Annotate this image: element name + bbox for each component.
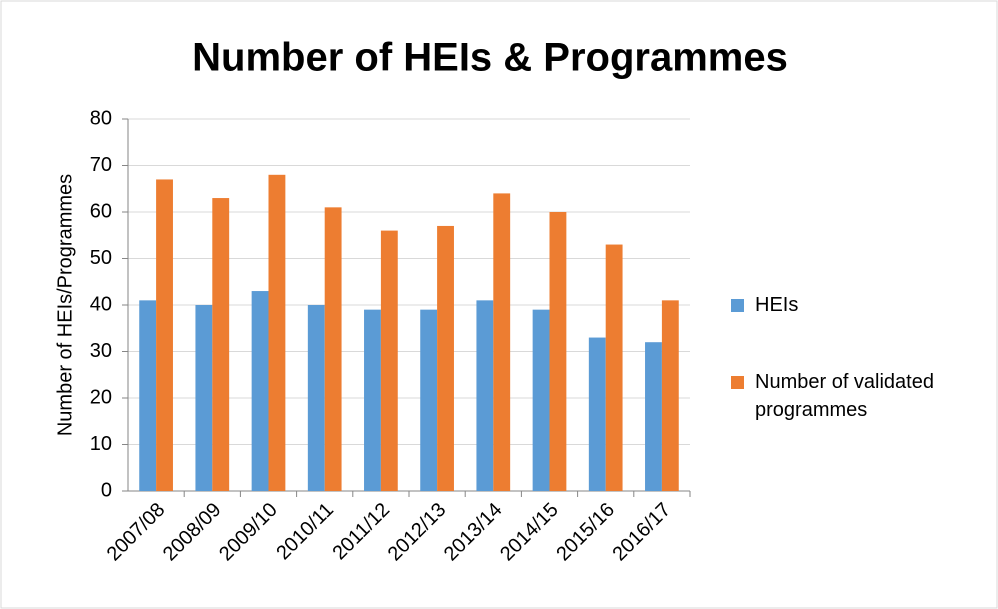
y-tick-label: 60 (90, 200, 112, 222)
bar (661, 300, 679, 491)
bar (139, 300, 157, 491)
bar (324, 207, 342, 491)
bar (268, 174, 286, 492)
y-axis-label: Number of HEIs/Programmes (54, 174, 76, 436)
bar (493, 193, 511, 491)
bar (212, 198, 230, 492)
bar (156, 179, 173, 491)
bar (549, 212, 567, 491)
bar (251, 291, 269, 491)
bar (420, 309, 438, 491)
bar (307, 305, 325, 491)
bar (364, 309, 381, 491)
y-tick-label: 30 (90, 340, 112, 362)
bar (195, 305, 213, 491)
legend-swatch (731, 299, 744, 312)
bar (476, 300, 494, 491)
bar (605, 244, 623, 491)
bar (437, 225, 454, 491)
y-tick-label: 50 (90, 247, 112, 269)
bar (645, 342, 662, 491)
y-tick-label: 40 (90, 293, 112, 315)
legend-label: Number of validated programmes (755, 371, 934, 421)
y-tick-label: 20 (90, 386, 112, 408)
bar (588, 337, 606, 491)
y-tick-label: 80 (90, 107, 112, 129)
bar (380, 230, 398, 491)
y-tick-label: 0 (101, 479, 112, 501)
bar (532, 309, 550, 491)
chart-title: Number of HEIs & Programmes (192, 36, 788, 80)
legend-swatch (731, 376, 744, 389)
legend-label: HEIs (755, 294, 799, 316)
y-tick-label: 70 (90, 154, 112, 176)
y-tick-label: 10 (90, 433, 112, 455)
